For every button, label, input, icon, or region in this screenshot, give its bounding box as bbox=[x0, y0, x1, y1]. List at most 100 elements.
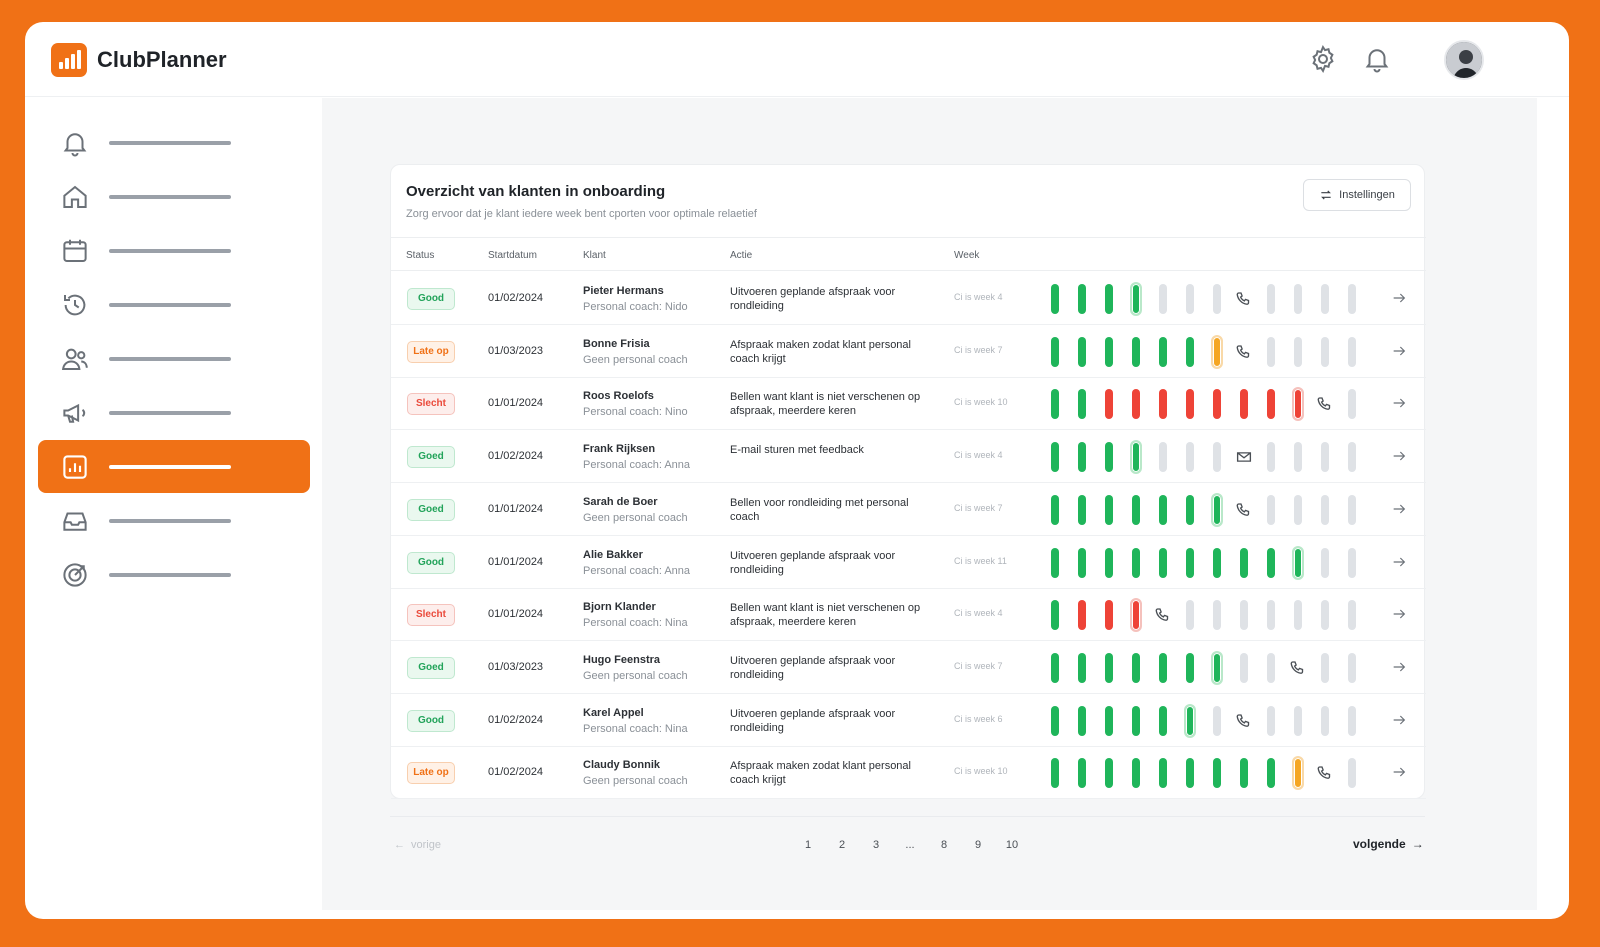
week-bar bbox=[1159, 652, 1167, 683]
client-name: Bjorn Klander bbox=[583, 601, 656, 614]
user-avatar[interactable] bbox=[1444, 40, 1484, 80]
page-number[interactable]: 10 bbox=[1005, 839, 1019, 851]
page-number[interactable]: 8 bbox=[940, 839, 948, 851]
week-bar bbox=[1051, 600, 1059, 631]
table-row[interactable]: Slecht 01/01/2024 Roos Roelofs Personal … bbox=[391, 377, 1426, 431]
arrow-right-icon[interactable] bbox=[1391, 712, 1407, 728]
table-row[interactable]: Late op 01/02/2024 Claudy Bonnik Geen pe… bbox=[391, 746, 1426, 800]
week-bar bbox=[1159, 442, 1167, 473]
week-bar bbox=[1267, 442, 1275, 473]
current-week-bar bbox=[1211, 650, 1223, 685]
week-bar bbox=[1105, 442, 1113, 473]
sidebar-item-history[interactable] bbox=[38, 278, 310, 331]
sidebar-item-campaigns[interactable] bbox=[38, 386, 310, 439]
sidebar-item-goals[interactable] bbox=[38, 548, 310, 601]
week-bar bbox=[1294, 600, 1302, 631]
table-row[interactable]: Goed 01/02/2024 Frank Rijksen Personal c… bbox=[391, 430, 1426, 484]
client-name: Alie Bakker bbox=[583, 548, 643, 561]
week-bar bbox=[1213, 547, 1221, 578]
sidebar-item-home[interactable] bbox=[38, 170, 310, 223]
week-progress bbox=[1051, 282, 1371, 316]
week-bar bbox=[1051, 494, 1059, 525]
arrow-right-icon[interactable] bbox=[1391, 764, 1407, 780]
client-coach: Personal coach: Nina bbox=[583, 617, 688, 630]
arrow-right-icon[interactable] bbox=[1391, 290, 1407, 306]
week-bar bbox=[1348, 336, 1356, 367]
phone-icon[interactable] bbox=[1289, 659, 1307, 677]
table-row[interactable]: Goed 01/01/2024 Sarah de Boer Geen perso… bbox=[391, 483, 1426, 536]
sidebar-item-users[interactable] bbox=[38, 332, 310, 385]
phone-icon[interactable] bbox=[1316, 764, 1334, 782]
week-bar bbox=[1348, 758, 1356, 789]
week-label: Ci is week 10 bbox=[954, 766, 1008, 777]
swap-icon bbox=[1321, 190, 1332, 200]
gear-icon[interactable] bbox=[1308, 44, 1338, 74]
table-row[interactable]: Good 01/02/2024 Pieter Hermans Personal … bbox=[391, 272, 1426, 325]
page-number[interactable]: 3 bbox=[872, 839, 880, 851]
week-progress bbox=[1051, 703, 1371, 738]
week-bar bbox=[1159, 284, 1167, 314]
week-label: Ci is week 7 bbox=[954, 660, 1003, 671]
arrow-right-icon[interactable] bbox=[1391, 448, 1407, 464]
week-bar bbox=[1267, 389, 1275, 420]
sidebar-item-inbox[interactable] bbox=[38, 494, 310, 547]
settings-button[interactable]: Instellingen bbox=[1303, 179, 1411, 211]
sidebar-item-calendar[interactable] bbox=[38, 224, 310, 277]
week-bar bbox=[1186, 600, 1194, 631]
week-progress bbox=[1051, 756, 1371, 791]
phone-icon[interactable] bbox=[1235, 501, 1253, 519]
prev-page-button[interactable]: ← vorige bbox=[394, 839, 441, 851]
arrow-right-icon[interactable] bbox=[1391, 554, 1407, 570]
page-number[interactable]: 1 bbox=[804, 839, 812, 851]
week-label: Ci is week 4 bbox=[954, 292, 1003, 302]
sidebar-item-notifications[interactable] bbox=[38, 116, 310, 169]
table-row[interactable]: Good 01/01/2024 Alie Bakker Personal coa… bbox=[391, 536, 1426, 589]
week-bar bbox=[1240, 758, 1248, 789]
table-row[interactable]: Good 01/02/2024 Karel Appel Personal coa… bbox=[391, 694, 1426, 747]
page-number[interactable]: 9 bbox=[974, 839, 982, 851]
week-bar bbox=[1186, 758, 1194, 789]
column-header-startdate: Startdatum bbox=[488, 250, 537, 261]
week-bar bbox=[1132, 336, 1140, 367]
arrow-right-icon[interactable] bbox=[1391, 343, 1407, 359]
table-row[interactable]: Slecht 01/01/2024 Bjorn Klander Personal… bbox=[391, 588, 1426, 642]
arrow-right-icon[interactable] bbox=[1391, 501, 1407, 517]
week-bar bbox=[1051, 442, 1059, 473]
sidebar-item-label-placeholder bbox=[109, 357, 231, 361]
week-bar bbox=[1051, 389, 1059, 420]
arrow-right-icon[interactable] bbox=[1391, 606, 1407, 622]
table-row[interactable]: Late op 01/03/2023 Bonne Frisia Geen per… bbox=[391, 325, 1426, 378]
week-bar bbox=[1159, 389, 1167, 420]
status-badge: Good bbox=[407, 288, 455, 310]
week-bar bbox=[1348, 442, 1356, 473]
start-date: 01/03/2023 bbox=[488, 660, 544, 673]
next-page-label: volgende bbox=[1353, 837, 1406, 851]
phone-icon[interactable] bbox=[1235, 343, 1253, 361]
phone-icon[interactable] bbox=[1235, 712, 1253, 730]
arrow-right-icon: → bbox=[1411, 837, 1424, 851]
table-row[interactable]: Goed 01/03/2023 Hugo Feenstra Geen perso… bbox=[391, 641, 1426, 694]
phone-icon[interactable] bbox=[1316, 395, 1334, 413]
action-text: Uitvoeren geplande afspraak voor rondlei… bbox=[730, 654, 896, 681]
bell-icon[interactable] bbox=[1362, 44, 1392, 74]
action-text: Bellen voor rondleiding met personal coa… bbox=[730, 496, 909, 523]
week-progress bbox=[1051, 598, 1371, 633]
sidebar-item-reports[interactable] bbox=[38, 440, 310, 493]
brand-name: ClubPlanner bbox=[97, 47, 227, 72]
start-date: 01/02/2024 bbox=[488, 292, 544, 304]
status-badge: Good bbox=[407, 551, 455, 574]
week-bar bbox=[1348, 389, 1356, 420]
phone-icon[interactable] bbox=[1154, 606, 1172, 624]
client-coach: Geen personal coach bbox=[583, 511, 688, 524]
arrow-right-icon[interactable] bbox=[1391, 659, 1407, 675]
week-bar bbox=[1213, 284, 1221, 314]
next-page-button[interactable]: volgende → bbox=[1353, 837, 1424, 851]
week-bar bbox=[1051, 336, 1059, 367]
arrow-right-icon[interactable] bbox=[1391, 395, 1407, 411]
mail-icon[interactable] bbox=[1235, 448, 1253, 466]
week-progress bbox=[1051, 545, 1371, 580]
phone-icon[interactable] bbox=[1235, 290, 1253, 308]
user-avatar-image bbox=[1446, 42, 1482, 78]
week-label: Ci is week 6 bbox=[954, 713, 1003, 724]
page-number[interactable]: 2 bbox=[838, 839, 846, 851]
